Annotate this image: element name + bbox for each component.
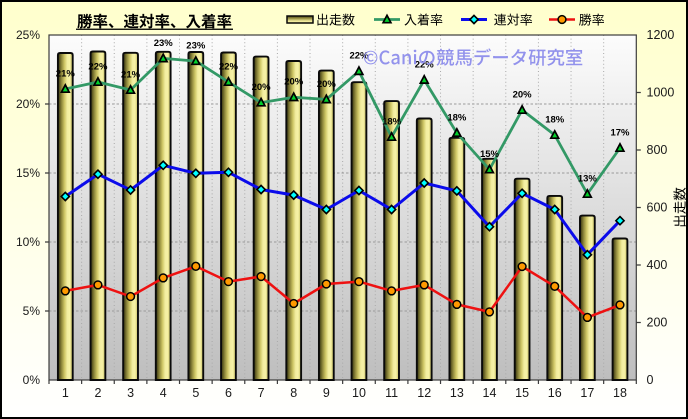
svg-text:2: 2 [94, 386, 101, 400]
svg-text:8: 8 [290, 386, 297, 400]
svg-text:25%: 25% [16, 28, 40, 42]
svg-text:20%: 20% [16, 97, 40, 111]
svg-text:21%: 21% [56, 68, 76, 79]
svg-text:5: 5 [192, 386, 199, 400]
svg-text:20%: 20% [252, 82, 272, 93]
svg-text:200: 200 [647, 316, 668, 330]
svg-text:13: 13 [450, 386, 464, 400]
svg-text:600: 600 [647, 201, 668, 215]
svg-text:12: 12 [417, 386, 431, 400]
svg-text:22%: 22% [415, 59, 435, 70]
svg-text:20%: 20% [513, 89, 533, 100]
svg-text:20%: 20% [317, 79, 337, 90]
svg-text:18%: 18% [447, 112, 467, 123]
svg-text:15: 15 [515, 386, 529, 400]
svg-text:10%: 10% [16, 235, 40, 249]
svg-text:400: 400 [647, 258, 668, 272]
svg-text:1: 1 [62, 386, 69, 400]
svg-text:15%: 15% [16, 166, 40, 180]
svg-text:20%: 20% [284, 77, 304, 88]
svg-text:21%: 21% [121, 69, 141, 80]
svg-text:6: 6 [225, 386, 232, 400]
svg-text:18: 18 [613, 386, 627, 400]
svg-text:9: 9 [323, 386, 330, 400]
svg-text:17%: 17% [610, 127, 630, 138]
svg-text:23%: 23% [154, 38, 174, 49]
svg-text:23%: 23% [186, 41, 206, 52]
svg-text:3: 3 [127, 386, 134, 400]
svg-text:7: 7 [258, 386, 265, 400]
svg-text:13%: 13% [578, 173, 598, 184]
svg-text:16: 16 [548, 386, 562, 400]
svg-text:22%: 22% [88, 61, 108, 72]
svg-text:18%: 18% [545, 114, 565, 125]
svg-text:1000: 1000 [647, 86, 675, 100]
svg-text:5%: 5% [23, 304, 41, 318]
svg-text:22%: 22% [349, 51, 369, 62]
svg-text:17: 17 [580, 386, 594, 400]
svg-text:4: 4 [160, 386, 167, 400]
svg-text:0: 0 [647, 373, 654, 387]
svg-text:0%: 0% [23, 373, 41, 387]
svg-text:15%: 15% [480, 149, 500, 160]
svg-text:10: 10 [352, 386, 366, 400]
svg-text:18%: 18% [382, 116, 402, 127]
svg-text:22%: 22% [219, 61, 239, 72]
svg-text:14: 14 [483, 386, 497, 400]
svg-text:11: 11 [385, 386, 398, 400]
svg-text:1200: 1200 [647, 28, 675, 42]
svg-text:800: 800 [647, 143, 668, 157]
